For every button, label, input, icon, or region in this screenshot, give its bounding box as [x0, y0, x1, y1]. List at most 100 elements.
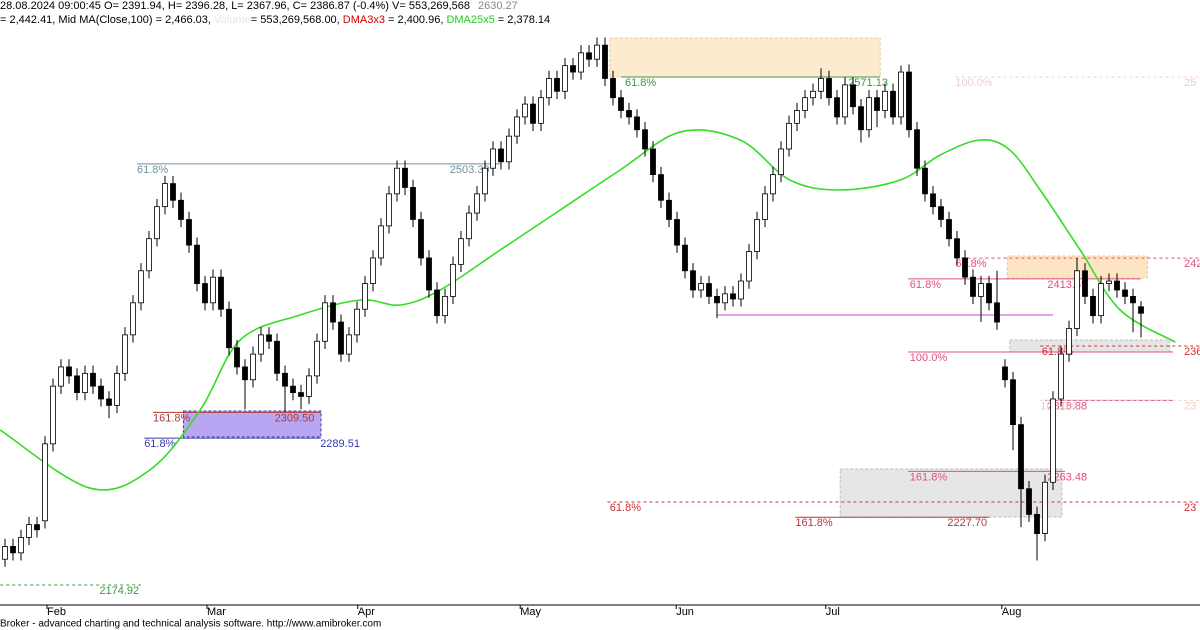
- candle-body: [530, 103, 536, 124]
- candle-body: [1002, 366, 1008, 381]
- candle-body: [42, 443, 48, 522]
- candle-body: [410, 187, 416, 220]
- candle-body: [658, 174, 664, 201]
- candle-body: [850, 84, 856, 108]
- candle-body: [122, 334, 128, 374]
- candle-body: [346, 334, 352, 355]
- candle-body: [354, 308, 360, 336]
- candle-body: [1058, 353, 1064, 400]
- candle-body: [482, 167, 488, 195]
- edge-label: 23: [1184, 400, 1196, 412]
- candle-body: [362, 283, 368, 310]
- candle-body: [114, 372, 120, 406]
- level-label: 2227.70: [947, 517, 987, 529]
- candle-body: [930, 193, 936, 208]
- candle-body: [962, 257, 968, 278]
- candle-body: [594, 44, 600, 60]
- candle-body: [170, 183, 176, 201]
- candle-body: [826, 78, 832, 99]
- candle-body: [1082, 270, 1088, 297]
- level-label: 61.8%: [610, 502, 641, 514]
- candle-body: [626, 110, 632, 118]
- edge-label: 242: [1184, 258, 1200, 270]
- candle-body: [18, 537, 24, 554]
- candle-body: [162, 183, 168, 208]
- candle-body: [938, 206, 944, 220]
- header-segment: = 2,400.96,: [385, 14, 446, 26]
- candle-body: [538, 97, 544, 124]
- candle-body: [202, 283, 208, 304]
- x-tick-label: Mar: [207, 606, 226, 618]
- candle-body: [1050, 398, 1056, 483]
- candle-body: [442, 296, 448, 317]
- candle-body: [786, 122, 792, 150]
- zone: [609, 37, 881, 78]
- candle-body: [514, 116, 520, 137]
- candle-body: [314, 340, 320, 377]
- candle-body: [978, 283, 984, 297]
- candle-body: [210, 276, 216, 304]
- header-segment: 2630.27: [478, 0, 518, 12]
- moving-average-line: [0, 129, 1176, 491]
- candle-body: [386, 193, 392, 227]
- candle-body: [338, 321, 344, 355]
- candle-body: [722, 293, 728, 304]
- header-segment: = 2,442.41,: [0, 14, 58, 26]
- x-tick-label: Jun: [676, 606, 694, 618]
- candle-body: [250, 353, 256, 381]
- candle-body: [450, 263, 456, 297]
- candle-body: [602, 44, 608, 79]
- edge-label: 25: [1184, 77, 1196, 89]
- level-label: 61.8%: [910, 279, 941, 291]
- level-label: 2263.48: [1047, 471, 1087, 483]
- candle-body: [546, 78, 552, 99]
- candle-body: [730, 293, 736, 300]
- candle-body: [914, 129, 920, 169]
- level-label: 100.0%: [955, 77, 993, 89]
- candle-body: [922, 167, 928, 195]
- candle-body: [98, 385, 104, 400]
- candle-body: [306, 375, 312, 397]
- candle-body: [842, 84, 848, 118]
- candle-body: [690, 270, 696, 291]
- candle-body: [858, 106, 864, 131]
- candle-body: [1138, 306, 1144, 314]
- candle-body: [1106, 280, 1112, 284]
- level-label: 161.8%: [910, 471, 948, 483]
- candle-body: [258, 334, 264, 355]
- header-line: 28.08.2024 09:00:45 O= 2391.94, H= 2396.…: [0, 0, 518, 12]
- header-segment: = 2,378.14: [495, 14, 550, 26]
- candle-body: [490, 148, 496, 169]
- candle-body: [570, 65, 576, 73]
- candle-body: [130, 302, 136, 336]
- candle-body: [578, 52, 584, 73]
- level-label: 61.8%: [955, 258, 986, 270]
- candle-body: [994, 302, 1000, 323]
- candle-body: [666, 199, 672, 220]
- candle-body: [26, 524, 32, 538]
- candle-body: [1026, 488, 1032, 515]
- candle-body: [818, 78, 824, 92]
- candle-body: [706, 283, 712, 297]
- x-tick-label: Apr: [358, 606, 375, 618]
- header-segment: = 553,269,568.00,: [251, 14, 343, 26]
- candle-body: [634, 116, 640, 131]
- level-label: 61.8%: [137, 164, 168, 176]
- candle-body: [194, 244, 200, 284]
- candle-body: [138, 270, 144, 304]
- level-label: 61.8%: [1042, 346, 1073, 358]
- candle-body: [1074, 270, 1080, 329]
- candle-body: [714, 296, 720, 304]
- candle-body: [298, 392, 304, 397]
- level-label: 2289.51: [320, 438, 360, 450]
- candle-body: [2, 546, 8, 560]
- candle-body: [778, 148, 784, 176]
- candle-body: [506, 135, 512, 163]
- candle-body: [1130, 296, 1136, 304]
- candle-body: [554, 78, 560, 92]
- candle-body: [906, 71, 912, 131]
- level-label: 2318.88: [1047, 400, 1087, 412]
- candle-body: [650, 148, 656, 176]
- level-label: 100.0%: [910, 352, 948, 364]
